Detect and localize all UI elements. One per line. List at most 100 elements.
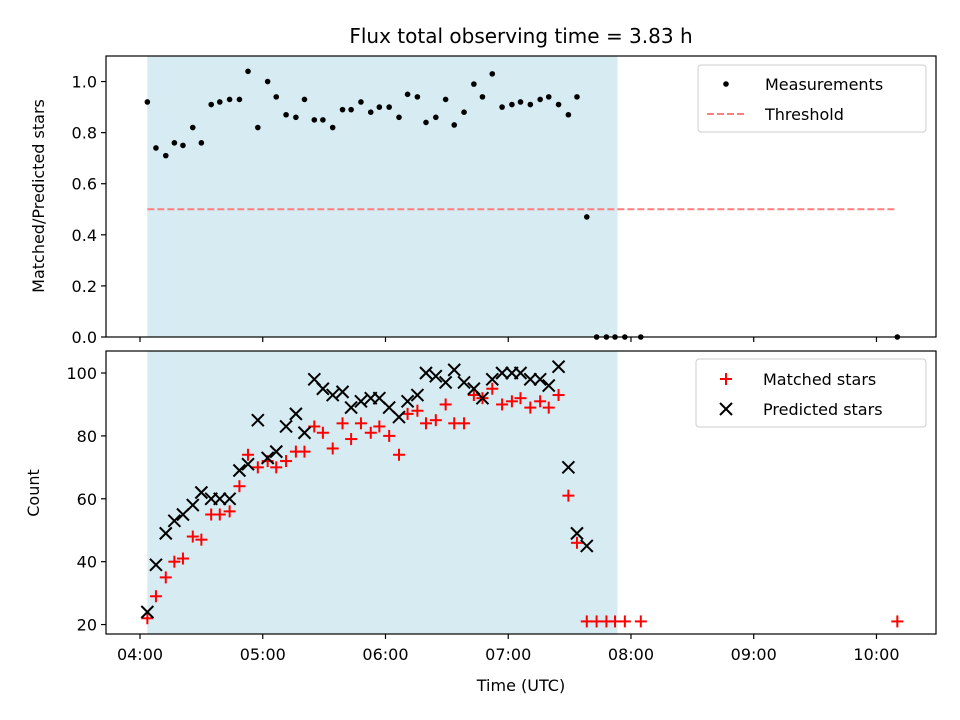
predicted-stars-point	[447, 363, 461, 377]
matched-stars-point	[401, 407, 414, 420]
measurement-point	[574, 94, 580, 100]
matched-stars-point	[176, 552, 189, 565]
predicted-stars-point	[279, 419, 293, 434]
matched-stars-point	[505, 395, 518, 408]
matched-stars-point	[280, 455, 293, 468]
measurement-point	[376, 104, 383, 110]
matched-stars-point	[308, 420, 321, 433]
y-tick-label: 0.4	[72, 226, 97, 245]
measurement-point	[451, 122, 458, 128]
measurement-point	[311, 117, 318, 123]
measurement-point	[162, 152, 169, 159]
matched-stars-point	[891, 615, 904, 628]
predicted-stars-point	[167, 514, 182, 528]
predicted-stars-point	[580, 539, 594, 553]
predicted-stars-point	[410, 388, 425, 402]
measurement-point	[329, 124, 336, 131]
predicted-stars-point	[475, 391, 490, 405]
matched-stars-point	[223, 505, 236, 518]
matched-stars-point	[159, 571, 172, 584]
measurement-point	[320, 117, 326, 123]
matched-stars-point	[562, 489, 575, 502]
ratio-plot-frame	[105, 55, 937, 338]
matched-stars-point	[486, 382, 499, 395]
predicted-stars-point	[222, 492, 237, 506]
matched-stars-point	[411, 404, 424, 417]
measurement-point	[273, 94, 280, 100]
x-axis-label: Time (UTC)	[476, 676, 565, 695]
measurement-point	[153, 145, 159, 151]
predicted-stars-point	[159, 526, 173, 541]
measurement-point	[236, 96, 243, 103]
x-tick-label: 09:00	[731, 645, 777, 664]
measurement-point	[479, 94, 486, 100]
measurement-point	[555, 101, 562, 108]
predicted-stars-point	[186, 498, 200, 512]
ratio-y-axis-label: Matched/Predicted stars	[29, 99, 48, 293]
matched-stars-point	[618, 615, 631, 628]
observing-interval-shade	[147, 351, 618, 634]
ratio-panel: 0.0 0.2 0.4 0.6 0.8 1.0 Matched/Predicted sta…	[29, 55, 937, 347]
x-tick-label: 04:00	[117, 645, 163, 664]
predicted-stars-point	[419, 366, 433, 380]
predicted-stars-point	[523, 372, 538, 387]
predicted-stars-point	[570, 526, 584, 541]
legend-predicted-marker	[719, 402, 733, 416]
measurement-point	[386, 104, 392, 110]
measurement-point	[208, 101, 214, 108]
matched-stars-point	[524, 401, 537, 414]
matched-stars-point	[168, 555, 181, 568]
predicted-stars-point	[457, 375, 471, 390]
measurement-point	[171, 140, 178, 146]
measurement-point	[301, 96, 308, 103]
counts-y-axis-label: Count	[24, 469, 43, 517]
matched-stars-point	[270, 461, 283, 474]
predicted-stars-point	[495, 366, 509, 380]
predicted-stars-point	[269, 444, 283, 459]
counts-panel: 04:00 05:00 06:00 07:00 08:00 09:00 10:00 20 40 6…	[24, 350, 937, 664]
measurement-point	[471, 81, 477, 87]
predicted-stars-point	[392, 410, 406, 424]
predicted-stars-point	[400, 394, 415, 409]
measurement-point	[283, 111, 289, 118]
matched-stars-point	[383, 429, 396, 442]
measurement-point	[461, 109, 467, 115]
y-tick-label: 0.2	[72, 277, 97, 296]
x-tick-label: 08:00	[608, 645, 654, 664]
counts-plot-frame	[105, 350, 937, 635]
matched-stars-point	[570, 536, 583, 549]
predicted-stars-point	[533, 372, 547, 387]
measurement-point	[527, 101, 534, 108]
measurement-point	[583, 214, 590, 220]
x-tick-label: 06:00	[362, 645, 408, 664]
legend-matched-marker	[720, 373, 732, 385]
measurement-point	[442, 96, 449, 103]
measurement-point	[517, 99, 524, 105]
measurement-point	[339, 106, 346, 113]
measurement-point	[245, 68, 251, 75]
ratio-legend-box	[697, 64, 927, 133]
matched-stars-point	[542, 401, 555, 414]
matched-stars-point	[195, 533, 208, 546]
matched-stars-point	[392, 448, 405, 461]
legend-threshold-label: Threshold	[764, 105, 844, 124]
legend-matched-label: Matched stars	[763, 370, 876, 389]
legend-predicted-label: Predicted stars	[763, 400, 883, 419]
predicted-stars-point	[354, 394, 368, 409]
measurement-point	[180, 142, 186, 149]
predicted-stars-point	[326, 388, 340, 402]
matched-stars-point	[514, 392, 527, 405]
x-tick-label: 05:00	[240, 645, 286, 664]
matched-stars-point	[429, 414, 442, 427]
y-tick-label: 0.6	[72, 175, 97, 194]
observing-interval-shade	[147, 56, 618, 337]
matched-stars-point	[251, 461, 264, 474]
chart-title: Flux total observing time = 3.83 h	[349, 24, 692, 48]
y-tick-label: 40	[77, 553, 97, 572]
y-tick-label: 60	[77, 490, 97, 509]
matched-stars-point	[316, 426, 329, 439]
matched-stars-point	[496, 398, 509, 411]
predicted-stars-point	[260, 451, 275, 465]
predicted-stars-point	[438, 375, 453, 390]
matched-stars-point	[354, 417, 367, 430]
